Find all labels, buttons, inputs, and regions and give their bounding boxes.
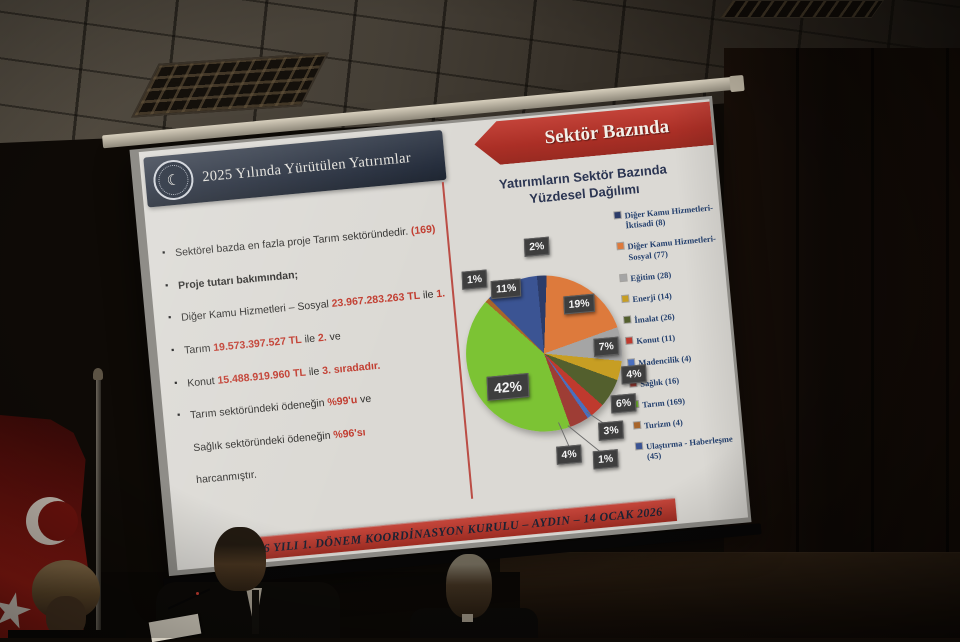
bullet-line: harcanmıştır. — [195, 468, 258, 487]
legend-label: Turizm (4) — [643, 417, 684, 431]
screen-casing-bracket — [729, 74, 745, 93]
person-man-center-tie — [252, 590, 259, 634]
percent-label: 4% — [621, 364, 647, 385]
legend-label: Enerji (14) — [631, 290, 673, 305]
legend-item: Turizm (4) — [633, 412, 738, 432]
slide-header: ☾ 2025 Yılında Yürütülen Yatırımlar — [143, 129, 447, 208]
percent-label: 2% — [523, 236, 550, 257]
legend-swatch — [617, 243, 624, 250]
legend-swatch — [635, 443, 643, 450]
percent-label: 1% — [461, 269, 488, 290]
legend-swatch — [633, 422, 641, 429]
microphone-led — [196, 592, 199, 595]
legend-swatch — [625, 337, 633, 345]
chart-legend: Diğer Kamu Hizmetleri-İktisadi (8) Diğer … — [614, 202, 741, 463]
percent-label: 42% — [486, 373, 530, 401]
bullet-line: Proje tutarı bakımından; — [165, 254, 451, 293]
crescent-star-glyph: ☾ — [165, 170, 181, 190]
wood-wall-panels — [724, 48, 960, 638]
legend-label: İmalat (26) — [633, 311, 676, 326]
legend-swatch — [622, 295, 629, 302]
slide-title: 2025 Yılında Yürütülen Yatırımlar — [201, 149, 412, 185]
projection-screen: ☾ 2025 Yılında Yürütülen Yatırımlar Sekt… — [102, 74, 762, 590]
person-man-right-collar — [462, 614, 473, 622]
slide: ☾ 2025 Yılında Yürütülen Yatırımlar Sekt… — [138, 99, 749, 571]
bullet-list: Sektörel bazda en fazla proje Tarım sekt… — [162, 222, 471, 508]
legend-item: Eğitim (28) — [620, 264, 724, 284]
legend-item: Ulaştırma - Haberleşme (45) — [635, 433, 741, 463]
flag-pole-finial — [93, 368, 103, 380]
legend-item: Diğer Kamu Hizmetleri-İktisadi (8) — [614, 202, 719, 232]
percent-label: 1% — [592, 449, 619, 470]
legend-label: Diğer Kamu Hizmetleri-İktisadi (8) — [624, 202, 714, 231]
percent-label: 11% — [490, 278, 522, 300]
percent-label: 7% — [593, 336, 620, 357]
legend-label: Eğitim (28) — [629, 269, 672, 283]
percent-label: 6% — [610, 393, 637, 414]
legend-swatch — [614, 211, 621, 219]
bullet-line: Tarım 19.573.397.527 TL ile 2. ve — [171, 319, 457, 358]
legend-item: Konut (11) — [625, 328, 730, 348]
bullet-line: Konut 15.488.919.960 TL ile 3. sıradadır… — [174, 352, 460, 391]
percent-label: 19% — [563, 293, 595, 315]
legend-swatch — [620, 274, 627, 281]
legend-swatch — [624, 316, 631, 324]
ceiling-vent-icon — [719, 0, 885, 18]
bullet-line: Diğer Kamu Hizmetleri – Sosyal 23.967.28… — [168, 287, 454, 326]
ribbon-label: Sektör Bazında — [543, 115, 670, 148]
legend-item: Enerji (14) — [622, 285, 726, 305]
crescent-cutout — [38, 501, 78, 541]
person-man-center-head — [214, 527, 266, 591]
legend-item: İmalat (26) — [624, 306, 728, 326]
legend-item: Diğer Kamu Hizmetleri-Sosyal (77) — [617, 233, 722, 263]
legend-label: Tarım (169) — [641, 395, 686, 410]
percent-label: 3% — [598, 420, 624, 441]
person-woman-body — [8, 630, 126, 638]
bullet-line: Sağlık sektöründeki ödeneğin %96'sı — [192, 426, 367, 455]
ministry-logo-icon: ☾ — [151, 158, 196, 202]
percent-label: 4% — [556, 444, 583, 465]
legend-label: Diğer Kamu Hizmetleri-Sosyal (77) — [627, 233, 717, 262]
legend-label: Ulaştırma - Haberleşme (45) — [645, 433, 734, 462]
bullet-line: Sektörel bazda en fazla proje Tarım sekt… — [162, 222, 448, 261]
legend-item: Tarım (169) — [631, 391, 736, 411]
legend-label: Konut (11) — [635, 332, 676, 347]
bullet-line: Tarım sektöründeki ödeneğin %99'u ve — [177, 384, 463, 423]
wall-lower-band — [500, 552, 960, 639]
person-man-right-head — [446, 554, 492, 618]
